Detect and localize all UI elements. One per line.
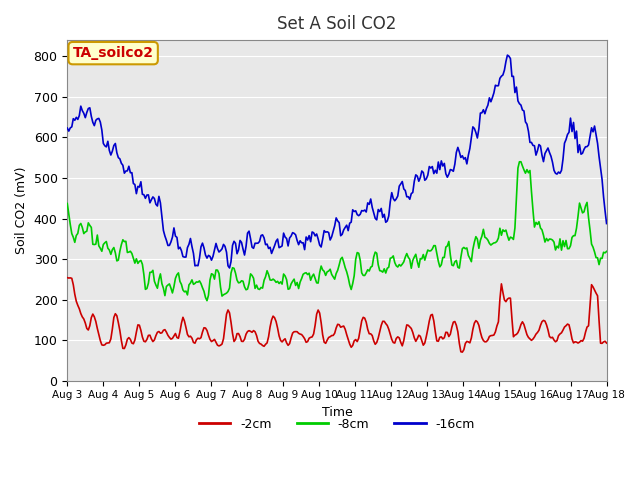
X-axis label: Time: Time (321, 406, 352, 419)
Legend: -2cm, -8cm, -16cm: -2cm, -8cm, -16cm (194, 413, 480, 436)
Y-axis label: Soil CO2 (mV): Soil CO2 (mV) (15, 167, 28, 254)
Text: TA_soilco2: TA_soilco2 (73, 46, 154, 60)
Title: Set A Soil CO2: Set A Soil CO2 (277, 15, 397, 33)
